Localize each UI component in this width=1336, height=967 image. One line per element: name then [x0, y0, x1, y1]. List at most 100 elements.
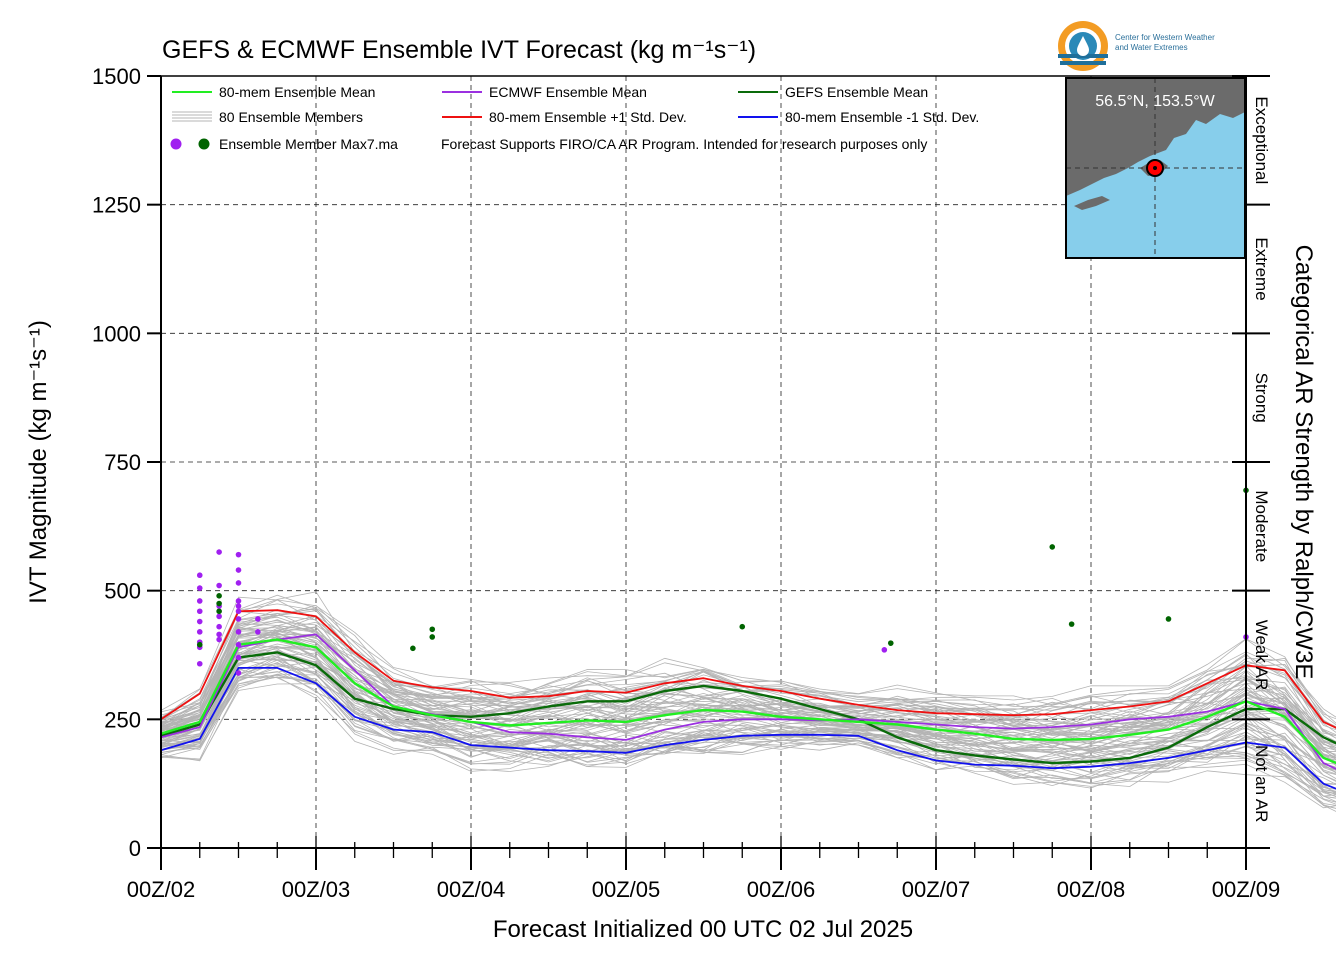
- ecmwf-max-marker: [196, 572, 203, 579]
- member-line: [160, 671, 1336, 803]
- gefs-max-marker: [216, 600, 222, 607]
- member-line: [160, 645, 1336, 785]
- legend-dot-ecmwf-max: [170, 138, 182, 150]
- category-label: Weak AR: [1252, 620, 1271, 691]
- cw3e-logo: Center for Western Weather and Water Ext…: [1058, 21, 1215, 71]
- ecmwf-max-marker: [235, 654, 242, 661]
- y-tick-label: 0: [129, 836, 141, 861]
- ecmwf-max-marker: [235, 629, 242, 635]
- x-tick-label: 00Z/08: [1057, 877, 1126, 902]
- legend-label-gefs: GEFS Ensemble Mean: [785, 84, 928, 100]
- member-line: [160, 668, 1336, 809]
- legend-dot-gefs-max: [198, 138, 210, 150]
- ecmwf-max-marker: [235, 603, 242, 609]
- ecmwf-max-marker: [235, 641, 242, 648]
- ecmwf-max-marker: [235, 551, 242, 558]
- ecmwf-max-marker: [255, 616, 261, 622]
- member-line: [160, 605, 1336, 730]
- member-line: [160, 621, 1336, 739]
- legend-label-mean: 80-mem Ensemble Mean: [219, 84, 375, 100]
- ecmwf-max-marker: [235, 598, 242, 604]
- member-line: [160, 636, 1336, 752]
- x-tick-label: 00Z/02: [127, 877, 196, 902]
- legend-label-minus-std: 80-mem Ensemble -1 Std. Dev.: [785, 109, 979, 125]
- legend-notice: Forecast Supports FIRO/CA AR Program. In…: [441, 136, 927, 152]
- category-label: Not an AR: [1252, 745, 1271, 823]
- inset-frame: [1065, 77, 1246, 259]
- inset-map: 56.5°N, 153.5°W: [1065, 77, 1246, 259]
- member-line: [160, 616, 1336, 728]
- legend-label-max: Ensemble Member Max7.ma: [219, 136, 398, 152]
- ecmwf-max-marker: [235, 580, 242, 586]
- x-tick-label: 00Z/04: [437, 877, 506, 902]
- member-line: [160, 634, 1336, 764]
- member-line: [160, 656, 1336, 790]
- member-line: [160, 610, 1336, 731]
- legend-label-plus-std: 80-mem Ensemble +1 Std. Dev.: [489, 109, 687, 125]
- ecmwf-max-marker: [255, 629, 261, 635]
- chart-title: GEFS & ECMWF Ensemble IVT Forecast (kg m…: [162, 36, 756, 64]
- y-tick-label: 1250: [92, 193, 141, 218]
- minus-std-line: [160, 667, 1336, 790]
- legend-swatch-members: [172, 111, 212, 122]
- category-label: Exceptional: [1252, 96, 1271, 184]
- ecmwf-max-marker: [196, 629, 203, 635]
- member-line: [160, 641, 1336, 768]
- member-max-markers: [196, 487, 1249, 676]
- y-ticks: 0 250 500 750 1000 1250 1500: [92, 64, 161, 861]
- ecmwf-max-marker: [196, 585, 203, 591]
- x-tick-label: 00Z/07: [902, 877, 971, 902]
- member-line: [160, 650, 1336, 769]
- gefs-max-marker: [216, 593, 222, 599]
- member-line: [160, 627, 1336, 744]
- member-line: [160, 594, 1336, 724]
- inset-peninsula: [1074, 196, 1110, 210]
- ecmwf-max-marker: [216, 636, 222, 643]
- member-line: [160, 664, 1336, 775]
- member-line: [160, 607, 1336, 720]
- category-label: Strong: [1252, 373, 1271, 423]
- x-axis-label: Forecast Initialized 00 UTC 02 Jul 2025: [493, 916, 913, 943]
- member-line: [160, 609, 1336, 728]
- ecmwf-max-marker: [881, 647, 888, 653]
- ecmwf-max-marker: [196, 608, 203, 615]
- member-line: [160, 683, 1336, 806]
- member-line: [160, 629, 1336, 751]
- category-label: Extreme: [1252, 237, 1271, 300]
- right-axis-label: Categorical AR Strength by Ralph/CW3E: [1290, 245, 1317, 680]
- gefs-max-marker: [1068, 621, 1075, 627]
- logo-text-line1: Center for Western Weather: [1115, 33, 1215, 42]
- legend-label-members: 80 Ensemble Members: [219, 109, 363, 125]
- ecmwf-max-marker: [216, 613, 222, 620]
- gefs-max-marker: [1165, 616, 1172, 622]
- gefs-max-marker: [739, 623, 746, 630]
- ecmwf-max-marker: [196, 660, 203, 667]
- ar-categories: Not an AR Weak AR Moderate Strong Extreme Exc…: [1232, 75, 1271, 849]
- gefs-max-marker: [196, 641, 203, 648]
- gefs-max-marker: [410, 645, 416, 652]
- y-tick-label: 1000: [92, 321, 141, 346]
- member-line: [160, 662, 1336, 794]
- gefs-max-marker: [429, 626, 436, 633]
- x-tick-label: 00Z/09: [1212, 877, 1281, 902]
- ecmwf-max-marker: [216, 549, 222, 555]
- member-line: [160, 608, 1336, 765]
- ecmwf-max-marker: [216, 582, 222, 589]
- inset-location-label: 56.5°N, 153.5°W: [1095, 93, 1215, 110]
- ecmwf-max-marker: [196, 598, 203, 604]
- y-axis-label: IVT Magnitude (kg m⁻¹s⁻¹): [25, 320, 52, 604]
- mean-line: [160, 638, 1336, 765]
- ecmwf-max-marker: [216, 623, 222, 630]
- ecmwf-max-marker: [216, 631, 222, 638]
- ecmwf-max-marker: [196, 618, 203, 625]
- grid-lines: [161, 76, 1246, 848]
- member-line: [160, 612, 1336, 736]
- gefs-mean-line: [160, 651, 1336, 765]
- x-tick-label: 00Z/06: [747, 877, 816, 902]
- member-line: [160, 637, 1336, 770]
- ecmwf-max-marker: [235, 616, 242, 622]
- y-tick-label: 750: [104, 450, 141, 475]
- gefs-max-marker: [887, 640, 894, 646]
